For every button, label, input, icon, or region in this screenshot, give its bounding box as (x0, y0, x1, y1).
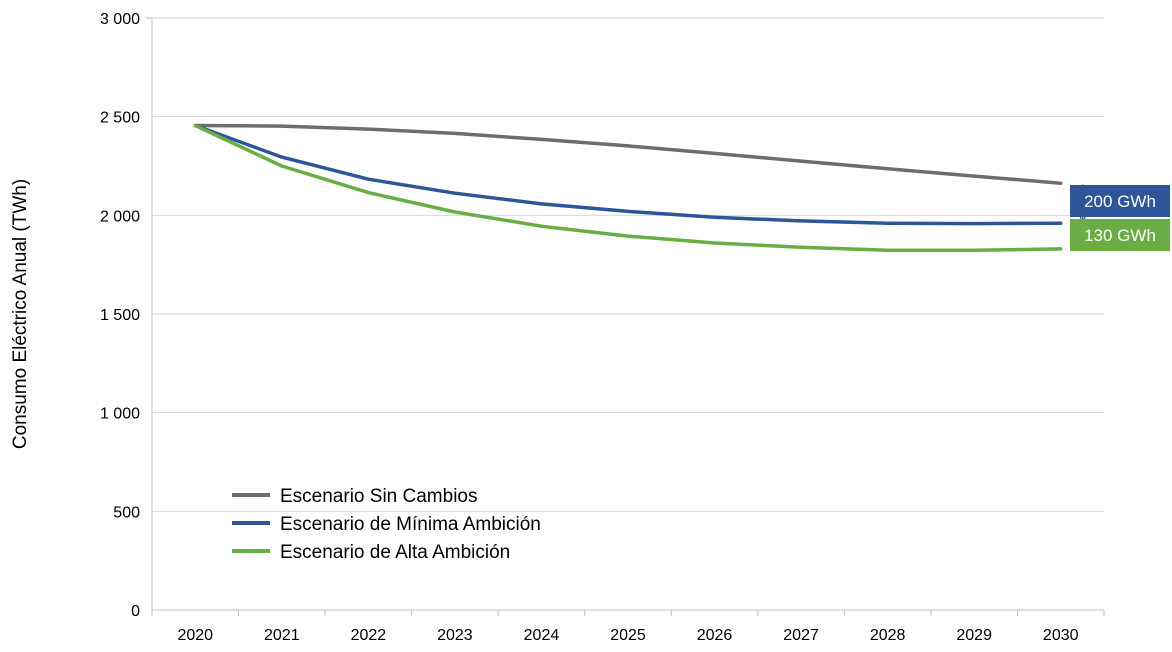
y-tick-label: 2 000 (100, 208, 140, 225)
series-line-2 (193, 123, 1063, 226)
legend-entry: Escenario de Mínima Ambición (280, 514, 541, 535)
annotation-label: 130 GWh (1084, 226, 1156, 245)
y-tick-label: 1 000 (100, 406, 140, 423)
x-tick-label: 2030 (1043, 627, 1079, 644)
legend-entry: Escenario Sin Cambios (280, 486, 477, 507)
y-tick-labels: 0 500 1 000 1 500 2 000 2 500 3 000 (100, 11, 140, 620)
y-tick-label: 1 500 (100, 307, 140, 324)
series-line-3 (193, 123, 1063, 253)
x-tick-label: 2026 (697, 627, 733, 644)
annotation-box (1070, 219, 1170, 251)
x-tick-label: 2022 (351, 627, 387, 644)
x-tick-label: 2024 (524, 627, 560, 644)
y-tick-label: 500 (113, 504, 140, 521)
x-tick-label: 2020 (177, 627, 213, 644)
y-tick-label: 2 500 (100, 110, 140, 127)
x-tick-label: 2023 (437, 627, 473, 644)
y-tick-label: 0 (131, 603, 140, 620)
difference-annotations: 200 GWh 130 GWh (1070, 184, 1170, 251)
x-tick-label: 2027 (783, 627, 819, 644)
axes (146, 17, 1105, 616)
annotation-box (1070, 185, 1170, 217)
x-tick-labels: 2020 2021 2022 2023 2024 2025 2026 2027 2028 2029… (177, 627, 1078, 644)
legend-entry: Escenario de Alta Ambición (280, 542, 510, 563)
y-axis-label: Consumo Eléctrico Anual (TWh) (10, 179, 31, 449)
x-tick-label: 2029 (956, 627, 992, 644)
x-tick-label: 2028 (870, 627, 906, 644)
annotation-label: 200 GWh (1084, 192, 1156, 211)
gridlines (152, 17, 1104, 512)
x-tick-label: 2025 (610, 627, 646, 644)
series-line-1 (193, 123, 1063, 185)
legend: Escenario Sin Cambios Escenario de Mínima… (232, 486, 541, 563)
x-tick-label: 2021 (264, 627, 300, 644)
y-tick-label: 3 000 (100, 11, 140, 28)
series-lines (193, 123, 1063, 253)
